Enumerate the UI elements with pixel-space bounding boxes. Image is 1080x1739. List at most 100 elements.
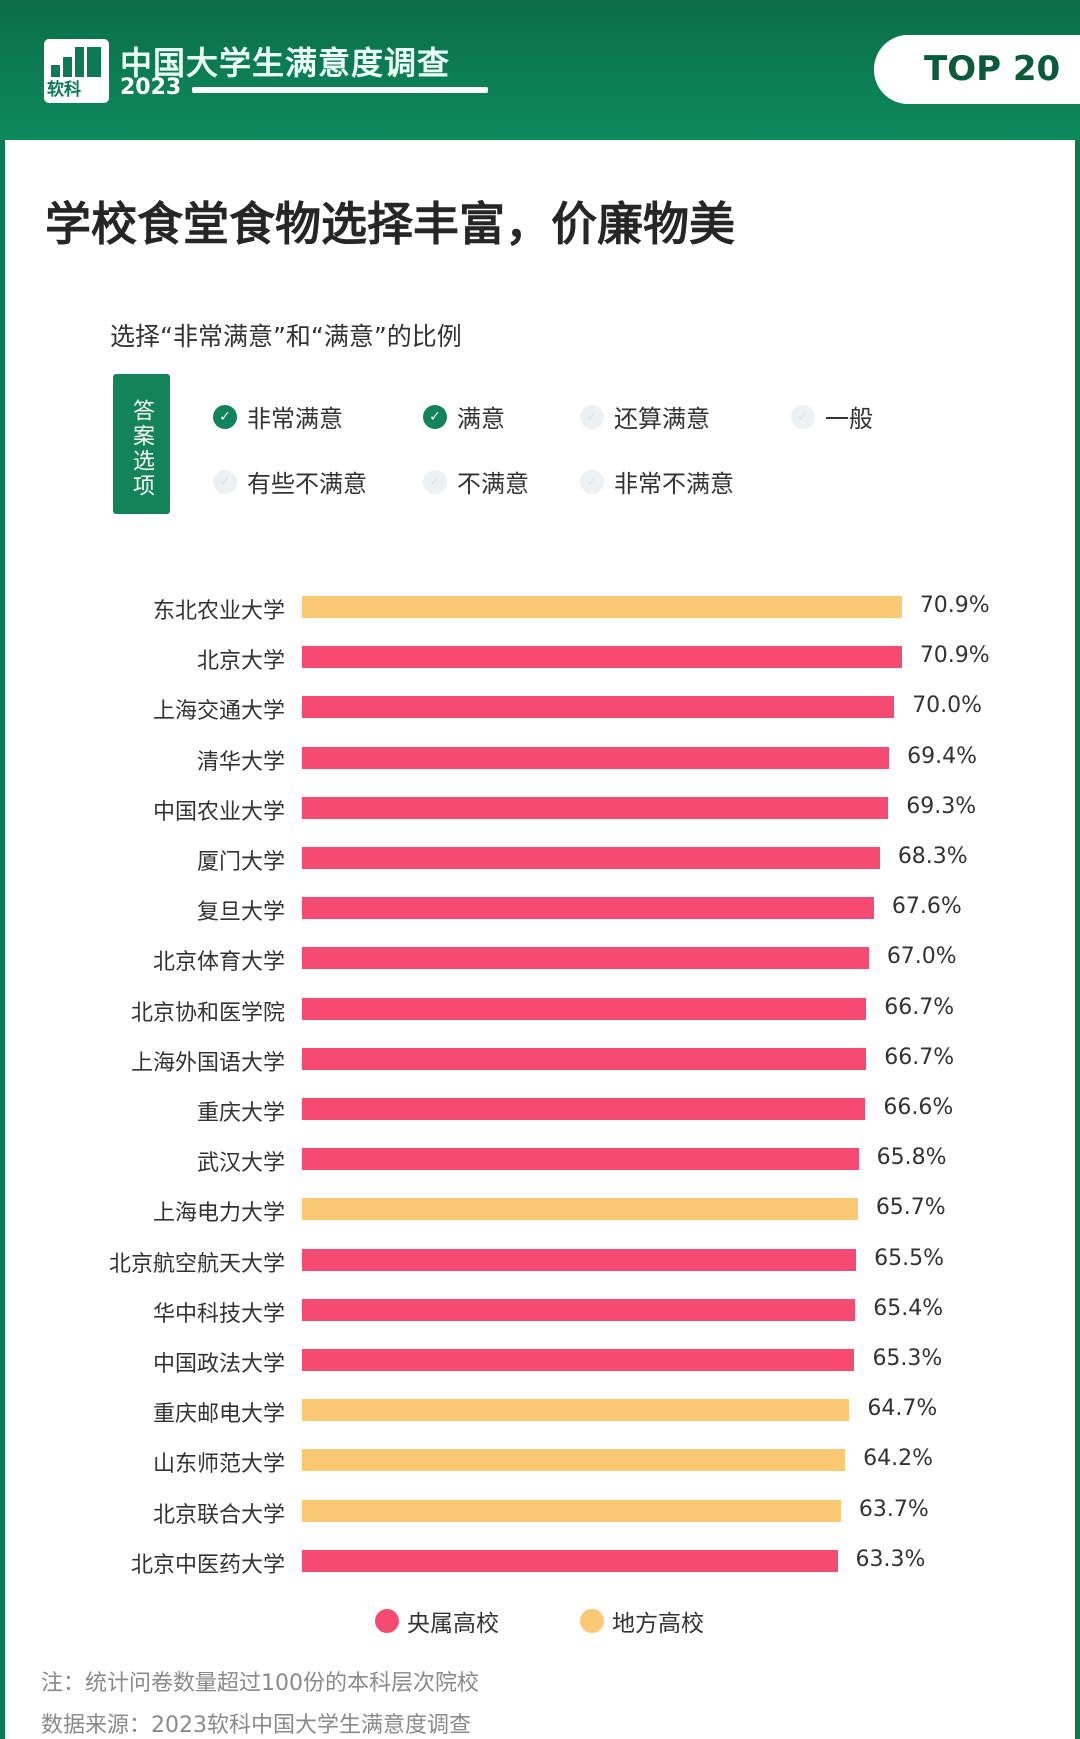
option-label: 一般 [825,405,873,433]
category-label: 复旦大学 [196,900,285,926]
bar [302,1098,866,1120]
value-label: 69.3% [906,793,977,819]
check-circle-icon: ✓ [423,404,447,429]
bar-row: 重庆邮电大学 64.7% [5,1396,1075,1427]
bar-row: 复旦大学 67.6% [5,894,1075,925]
header: 软科 中国大学生满意度调查 2023 TOP 20 [0,0,1080,140]
page-title: 学校食堂食物选择丰富，价廉物美 [45,197,735,251]
bar-row: 北京大学 70.9% [5,643,1075,674]
bar [302,596,902,618]
bar-row: 重庆大学 66.6% [5,1095,1075,1126]
bar [302,997,867,1020]
bar-row: 上海外国语大学 66.7% [5,1044,1075,1076]
value-label: 70.0% [912,693,983,719]
bar-row: 厦门大学 68.3% [5,844,1075,875]
category-label: 清华大学 [196,749,285,775]
bar-row: 北京体育大学 67.0% [5,944,1075,975]
answer-option: ✓ 非常满意 [213,399,343,434]
legend-label: 央属高校 [407,1611,499,1637]
bar [302,897,874,920]
answer-option: ✓ 满意 [423,399,505,434]
legend-local: 地方高校 [580,1604,704,1638]
header-year: 2023 [120,75,182,100]
category-label: 中国政法大学 [152,1352,285,1377]
option-label: 非常不满意 [614,470,734,498]
content-card: 学校食堂食物选择丰富，价廉物美 选择“非常满意”和“满意”的比例 答案选项 ✓ 非… [5,140,1075,1739]
category-label: 华中科技大学 [152,1301,285,1327]
option-label: 还算满意 [614,405,710,433]
bar [302,847,880,869]
answer-option: ✓ 一般 [791,399,873,434]
category-label: 北京中医药大学 [130,1552,285,1578]
value-label: 65.5% [874,1245,945,1271]
bar [302,1047,867,1070]
value-label: 69.4% [907,743,977,769]
value-label: 65.8% [876,1145,947,1171]
bar-row: 武汉大学 65.8% [5,1145,1075,1176]
bar-row: 上海交通大学 70.0% [5,693,1075,724]
bar [302,1148,859,1171]
option-label: 有些不满意 [247,470,367,498]
logo: 软科 [44,39,109,103]
value-label: 65.3% [872,1346,943,1371]
note: 注：统计问卷数量超过100份的本科层次院校 [41,1671,479,1696]
legend-local-swatch [580,1609,604,1633]
options-label: 答案选项 [113,374,170,514]
value-label: 66.6% [883,1095,954,1120]
value-label: 65.4% [873,1295,944,1321]
bar-row: 北京联合大学 63.7% [5,1497,1075,1528]
category-label: 厦门大学 [196,850,285,875]
unchecked-circle-icon: ✓ [213,469,237,494]
category-label: 北京联合大学 [152,1502,285,1528]
bar [302,746,890,769]
option-label: 非常满意 [247,405,343,433]
logo-text: 软科 [47,80,81,100]
value-label: 66.7% [884,1044,955,1070]
bar-row: 清华大学 69.4% [5,743,1075,775]
legend-label: 地方高校 [612,1611,704,1637]
bar [302,1399,850,1422]
category-label: 山东师范大学 [152,1452,285,1478]
unchecked-circle-icon: ✓ [580,404,604,429]
bar-row: 北京航空航天大学 65.5% [5,1245,1075,1277]
value-label: 63.3% [855,1546,926,1572]
category-label: 重庆邮电大学 [152,1402,285,1428]
bar-row: 北京中医药大学 63.3% [5,1546,1075,1578]
category-label: 北京航空航天大学 [108,1251,285,1277]
bar-row: 北京协和医学院 66.7% [5,995,1075,1026]
bar-row: 山东师范大学 64.2% [5,1446,1075,1477]
value-label: 67.6% [891,894,962,920]
header-title: 中国大学生满意度调查 [120,44,451,82]
answer-option: ✓ 有些不满意 [213,464,367,499]
bar [302,1248,857,1271]
category-label: 东北农业大学 [152,599,285,624]
bar [302,1298,856,1321]
legend-central-swatch [375,1609,399,1633]
category-label: 武汉大学 [196,1151,285,1177]
value-label: 64.2% [863,1446,934,1472]
header-divider [192,87,488,93]
bar [302,1549,838,1572]
category-label: 北京体育大学 [152,950,285,976]
option-label: 满意 [457,405,505,433]
bar [302,1349,855,1371]
top-badge: TOP 20 [874,35,1080,104]
answer-option: ✓ 非常不满意 [580,464,734,499]
check-circle-icon: ✓ [213,404,237,429]
answer-option: ✓ 不满意 [423,464,529,499]
category-label: 上海交通大学 [152,699,285,725]
bar [302,1449,846,1472]
value-label: 67.0% [886,944,957,970]
bar-row: 中国政法大学 65.3% [5,1346,1075,1377]
bar-row: 华中科技大学 65.4% [5,1295,1075,1327]
answer-option: ✓ 还算满意 [580,399,710,434]
bar [302,796,889,819]
unchecked-circle-icon: ✓ [580,469,604,494]
category-label: 重庆大学 [196,1101,285,1126]
category-label: 上海外国语大学 [130,1050,285,1076]
value-label: 70.9% [919,643,990,669]
value-label: 64.7% [867,1396,938,1422]
bar-row: 上海电力大学 65.7% [5,1195,1075,1226]
bar-row: 中国农业大学 69.3% [5,793,1075,825]
category-label: 中国农业大学 [152,799,285,825]
